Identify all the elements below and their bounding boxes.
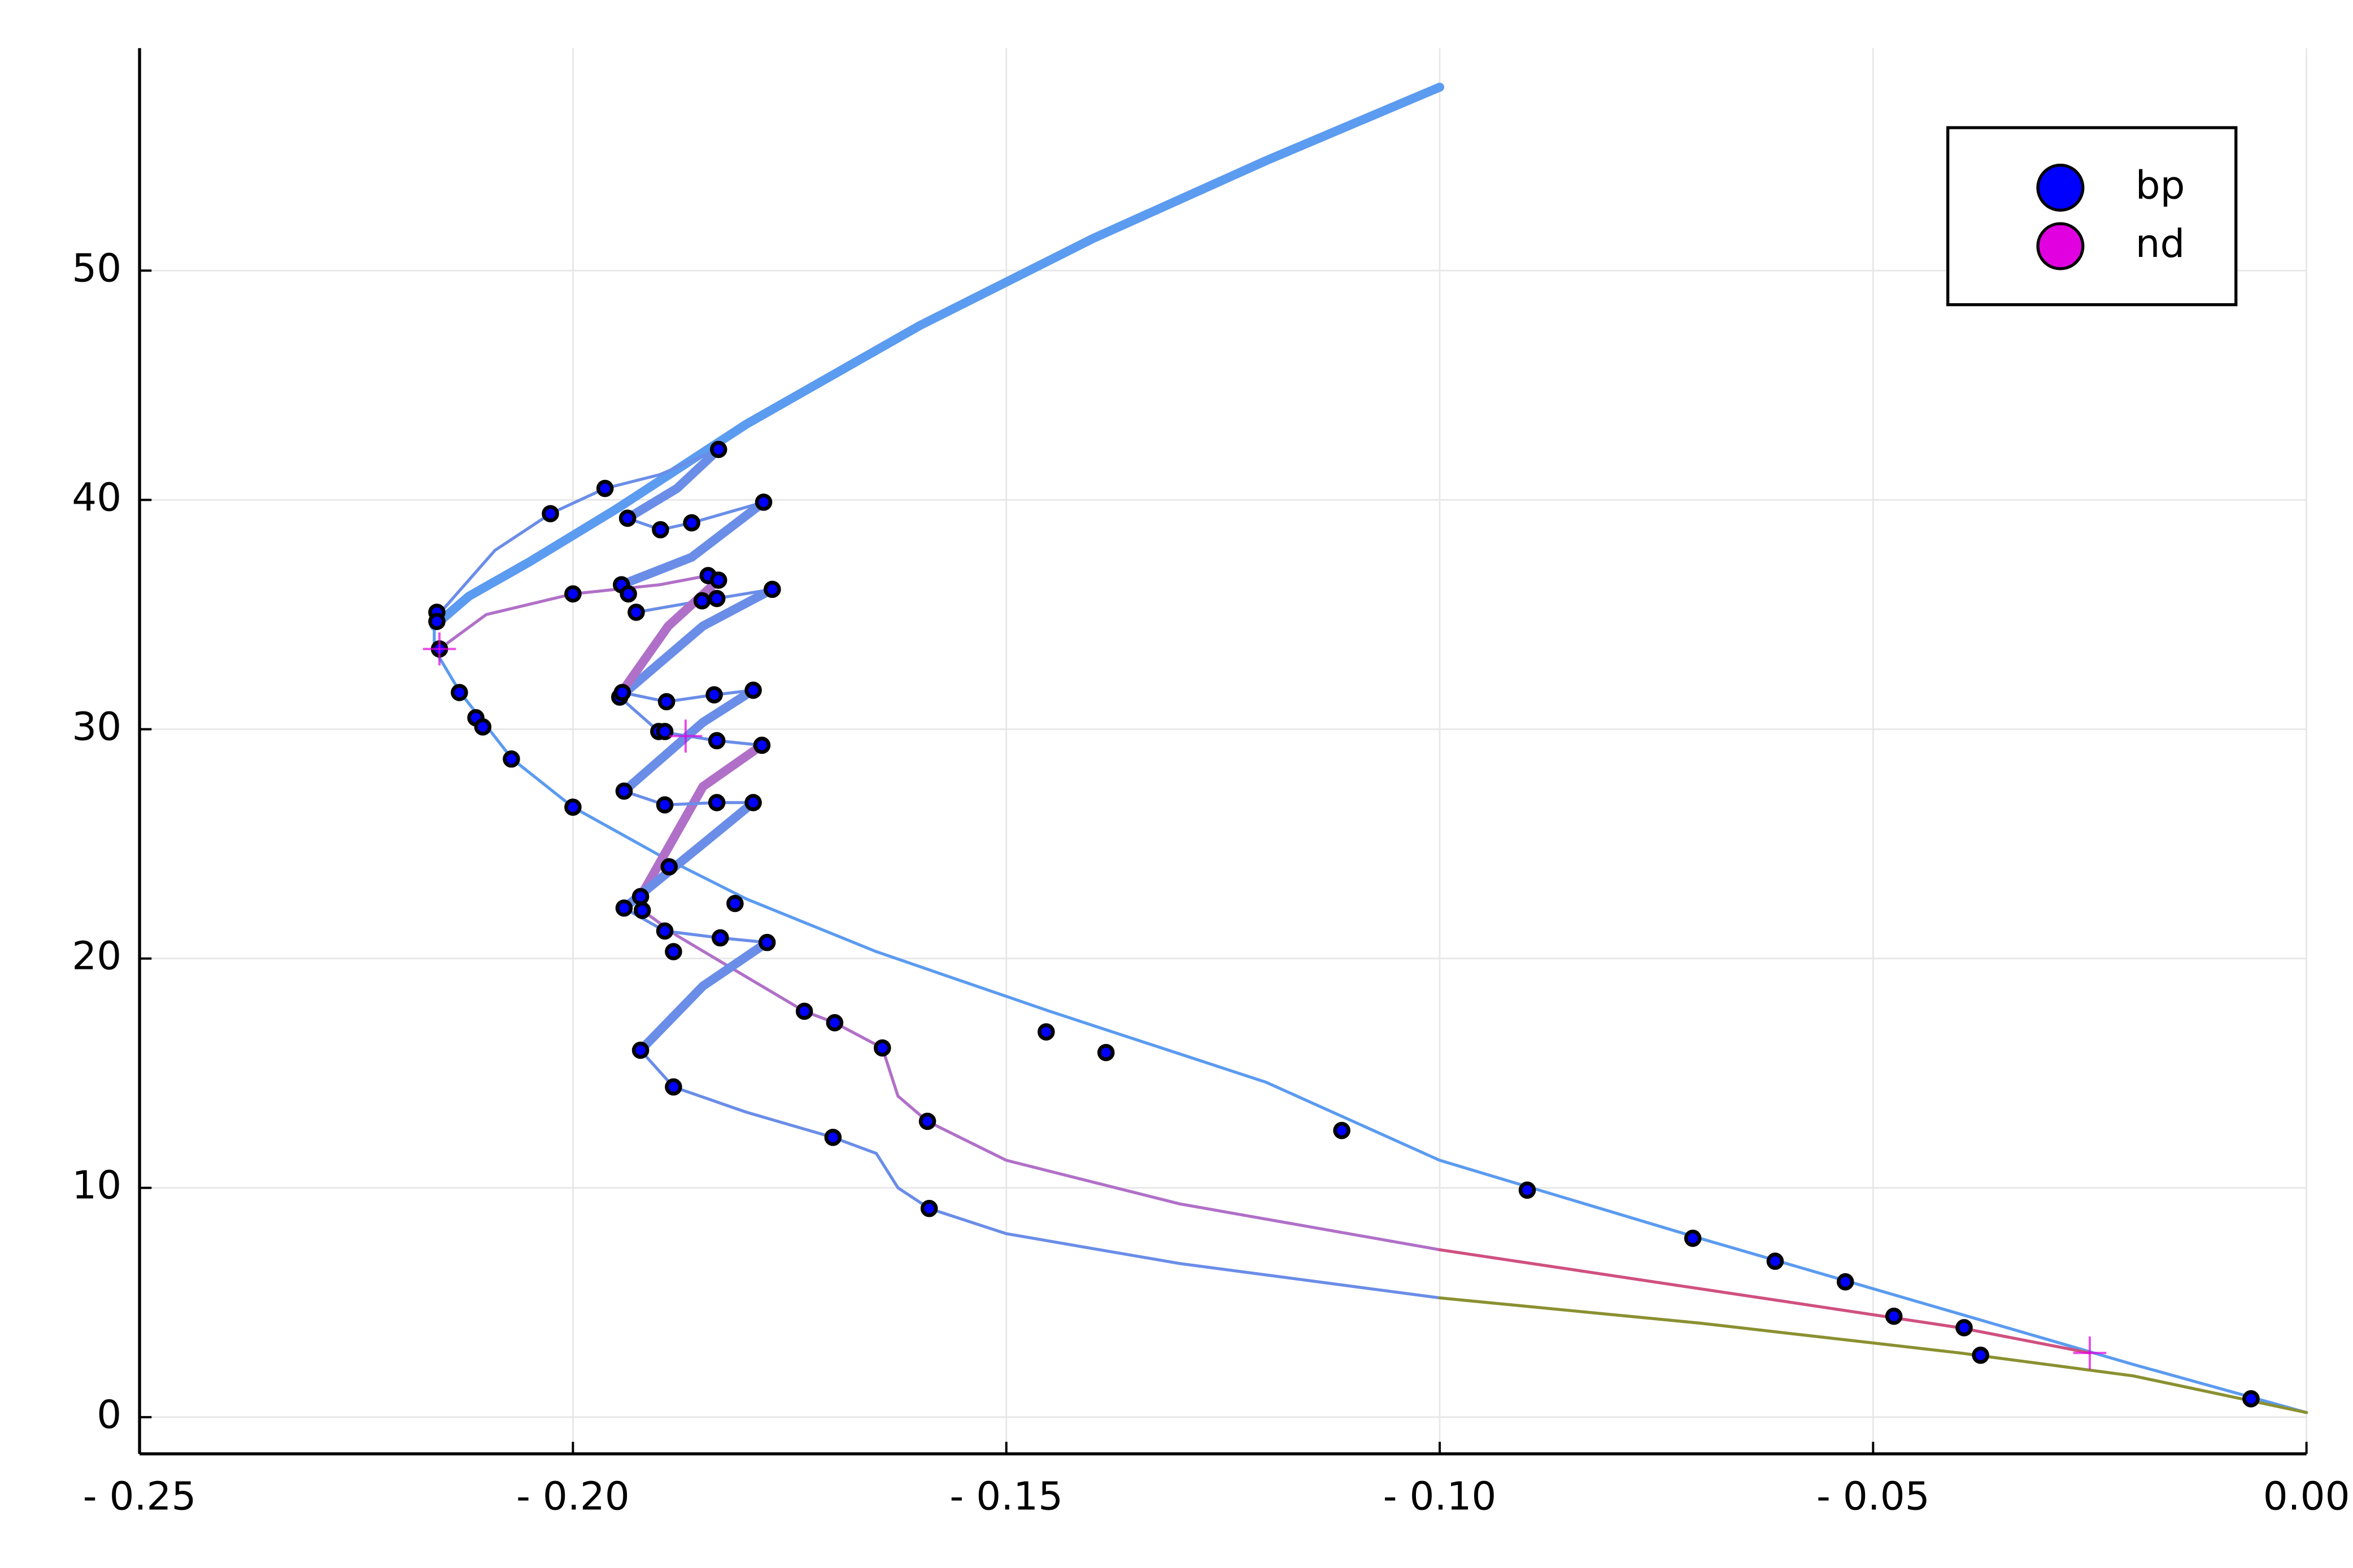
bp-point (665, 943, 682, 960)
bp-point (755, 493, 773, 511)
legend-marker (2036, 222, 2085, 270)
bp-point (744, 794, 762, 811)
bp-point (628, 604, 645, 621)
bp-point (1333, 1121, 1350, 1139)
bp-point (708, 732, 726, 750)
bp-point (615, 899, 633, 917)
bp-point (758, 933, 776, 951)
bp-point (744, 682, 762, 699)
bp-point (631, 1041, 650, 1059)
bp-point (726, 894, 744, 912)
bp-point (656, 796, 674, 814)
bp-point (1684, 1229, 1702, 1247)
bp-point (503, 750, 520, 768)
bp-point (683, 514, 700, 532)
branch-line (622, 789, 755, 807)
bp-point (474, 718, 492, 736)
branch-line (619, 685, 758, 796)
branch-line (437, 448, 720, 617)
branch-line (622, 906, 769, 944)
nd-point (422, 632, 456, 666)
bp-point (428, 613, 446, 630)
nd-point (2073, 1336, 2107, 1370)
x-tick-label: - 0.10 (1383, 1474, 1497, 1519)
bp-point (656, 922, 674, 940)
bp-point (918, 1112, 936, 1130)
nd-point (669, 719, 703, 753)
legend-box (1946, 126, 2238, 307)
bp-point (708, 794, 726, 811)
branch-line (621, 688, 755, 704)
bp-point (705, 686, 723, 704)
y-tick-label: 40 (72, 475, 121, 520)
bp-point (873, 1039, 891, 1057)
bp-point (1972, 1346, 1989, 1364)
bp-point (564, 798, 582, 816)
bp-point (618, 509, 637, 527)
branch-line (617, 497, 768, 589)
bp-point (764, 580, 781, 599)
x-tick-label: - 0.25 (83, 1474, 197, 1519)
branch-line (1438, 1296, 2308, 1414)
branch-line (619, 798, 758, 913)
legend-marker (2036, 163, 2085, 212)
branch-line (636, 740, 766, 901)
bp-point (1038, 1023, 1055, 1041)
bp-point (712, 929, 729, 947)
bp-point (708, 589, 726, 608)
bp-point (1836, 1273, 1854, 1291)
bp-point (709, 571, 727, 589)
bp-point (620, 585, 637, 603)
branch-line (1438, 1248, 2091, 1355)
bp-point (631, 888, 650, 906)
bp-point (564, 585, 582, 603)
legend-label: bp (2136, 163, 2185, 208)
x-tick-label: - 0.05 (1816, 1474, 1930, 1519)
x-tick-label: - 0.15 (949, 1474, 1063, 1519)
bp-point (1766, 1252, 1784, 1270)
bp-point (826, 1014, 844, 1032)
bp-point (665, 1078, 682, 1096)
y-tick-label: 50 (72, 246, 121, 291)
bp-point (1518, 1181, 1536, 1199)
bp-point (656, 723, 674, 740)
bp-point (1885, 1307, 1903, 1325)
branch-line (623, 445, 724, 523)
x-tick-label: - 0.20 (516, 1474, 630, 1519)
branch-line (618, 695, 764, 747)
x-tick-label: 0.00 (2263, 1474, 2350, 1519)
bp-point (542, 505, 559, 522)
bp-point (451, 684, 468, 701)
legend-label: nd (2136, 221, 2185, 267)
bp-point (1955, 1319, 1973, 1336)
bp-point (633, 902, 651, 919)
bp-point (693, 592, 711, 610)
bp-point (824, 1129, 842, 1146)
branch-line (429, 82, 1444, 631)
branch-line (640, 909, 1441, 1252)
bp-point (657, 693, 676, 711)
bp-point (1097, 1043, 1115, 1062)
y-tick-label: 0 (97, 1392, 121, 1438)
branch-line (636, 938, 772, 1055)
bp-point (920, 1199, 938, 1217)
bp-point (2242, 1390, 2260, 1408)
bp-point (709, 440, 727, 458)
bp-point (596, 479, 614, 497)
y-tick-label: 20 (72, 934, 121, 979)
branch-line (639, 1049, 1441, 1300)
branch-line (615, 584, 777, 702)
bp-point (613, 684, 631, 701)
bp-point (753, 736, 771, 754)
branch-line (626, 500, 765, 531)
y-tick-label: 30 (72, 705, 121, 750)
bp-point (652, 521, 669, 539)
y-tick-label: 10 (72, 1163, 121, 1208)
bp-point (660, 858, 678, 876)
bp-point (615, 782, 633, 800)
bp-point (795, 1002, 813, 1020)
